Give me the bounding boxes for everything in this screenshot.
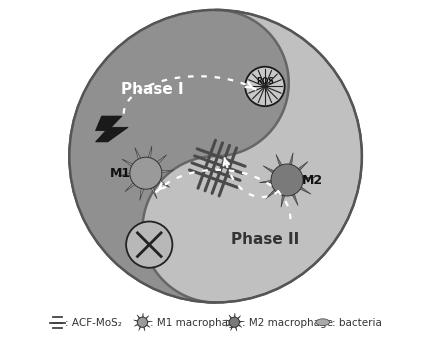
Text: : bacteria: : bacteria [332, 318, 382, 328]
Circle shape [245, 67, 285, 106]
Polygon shape [125, 181, 137, 192]
Polygon shape [155, 155, 167, 165]
Circle shape [138, 317, 148, 327]
Text: : M2 macrophage: : M2 macrophage [242, 318, 333, 328]
Polygon shape [147, 146, 152, 160]
Polygon shape [259, 180, 274, 183]
Polygon shape [137, 315, 140, 319]
Text: : ACF-MoS₂: : ACF-MoS₂ [65, 318, 122, 328]
Polygon shape [143, 326, 145, 331]
Polygon shape [291, 192, 298, 205]
Polygon shape [263, 166, 276, 174]
Polygon shape [159, 170, 173, 174]
Polygon shape [145, 316, 149, 319]
Text: ROS: ROS [256, 77, 274, 86]
Polygon shape [276, 154, 283, 168]
Polygon shape [235, 326, 237, 331]
Polygon shape [140, 186, 145, 200]
Polygon shape [237, 324, 242, 327]
Text: M1: M1 [110, 167, 131, 180]
Polygon shape [139, 326, 141, 331]
Circle shape [130, 157, 162, 189]
Polygon shape [134, 324, 139, 326]
Polygon shape [95, 116, 128, 142]
Text: Phase I: Phase I [121, 82, 184, 97]
Polygon shape [239, 321, 244, 322]
Polygon shape [226, 320, 230, 322]
Polygon shape [122, 159, 135, 168]
Polygon shape [289, 153, 293, 167]
Polygon shape [69, 10, 289, 303]
Polygon shape [118, 173, 133, 176]
Circle shape [126, 222, 173, 268]
Polygon shape [157, 179, 170, 187]
Text: : M1 macrophage: : M1 macrophage [150, 318, 241, 328]
Ellipse shape [316, 319, 329, 326]
Polygon shape [296, 162, 308, 172]
Polygon shape [146, 324, 150, 327]
Polygon shape [298, 186, 311, 194]
Polygon shape [281, 193, 286, 207]
Polygon shape [142, 313, 143, 318]
Polygon shape [226, 324, 231, 326]
Circle shape [69, 10, 362, 303]
Polygon shape [135, 147, 142, 162]
Polygon shape [150, 185, 157, 199]
Circle shape [271, 164, 303, 196]
Circle shape [229, 317, 240, 327]
Polygon shape [266, 188, 278, 199]
Polygon shape [230, 326, 233, 331]
Polygon shape [147, 321, 152, 322]
Polygon shape [234, 313, 235, 318]
Polygon shape [229, 315, 232, 319]
Polygon shape [300, 177, 315, 180]
Text: Phase II: Phase II [231, 232, 299, 247]
Polygon shape [134, 320, 138, 322]
Polygon shape [237, 316, 241, 319]
Text: M2: M2 [302, 174, 323, 187]
